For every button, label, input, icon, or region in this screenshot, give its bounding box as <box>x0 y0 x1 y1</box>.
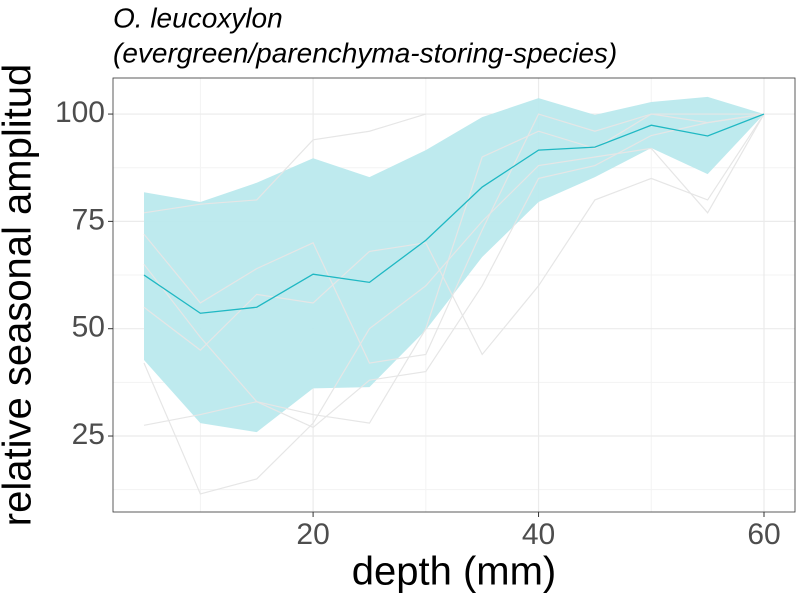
y-tick-label: 25 <box>72 418 105 451</box>
x-tick-label: 40 <box>522 518 555 551</box>
y-tick-label: 75 <box>72 203 105 236</box>
plot-border <box>112 77 796 513</box>
individual-line <box>143 113 426 214</box>
y-axis-title: relative seasonal amplitud <box>0 64 40 526</box>
individual-line <box>143 113 765 495</box>
x-tick-label: 60 <box>747 518 780 551</box>
individual-line <box>143 113 765 356</box>
confidence-band <box>144 96 764 433</box>
chart-subtitle: (evergreen/parenchyma-storing-species) <box>113 37 617 68</box>
y-tick-label: 50 <box>72 311 105 344</box>
individual-line <box>143 113 765 429</box>
y-tick-label: 100 <box>55 96 105 129</box>
x-axis-title: depth (mm) <box>352 550 557 594</box>
individual-line <box>143 113 764 364</box>
mean-line <box>143 113 765 314</box>
chart-title: O. leucoxylon <box>113 2 283 33</box>
x-tick-label: 20 <box>296 518 329 551</box>
individual-line <box>143 113 765 424</box>
